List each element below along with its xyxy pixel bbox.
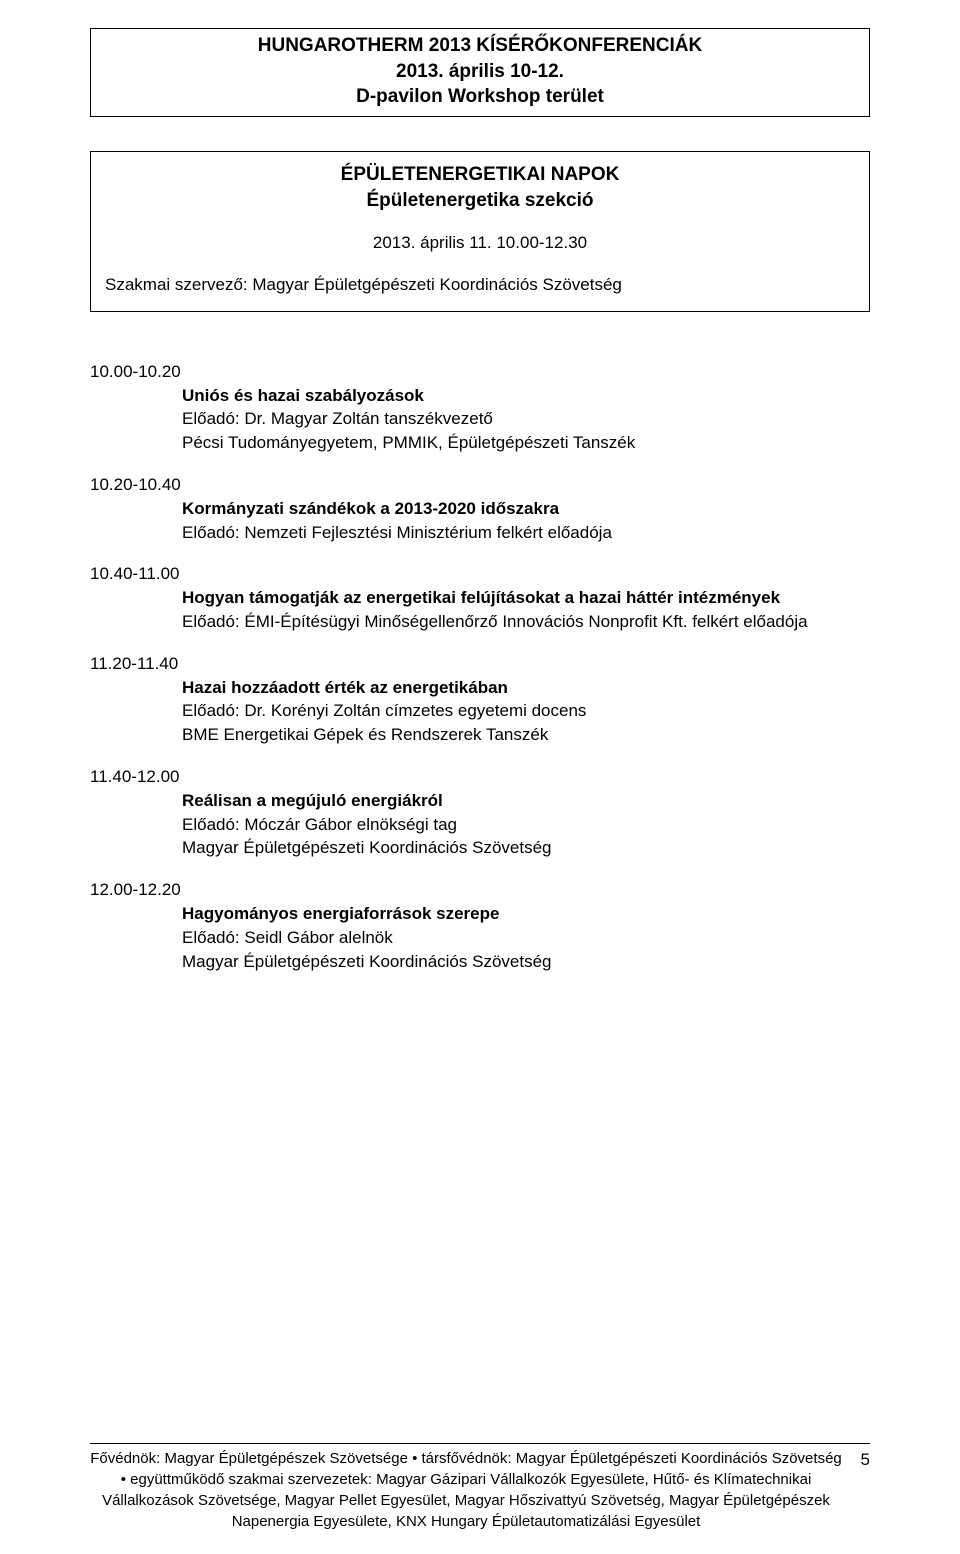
entry-affiliation: Pécsi Tudományegyetem, PMMIK, Épületgépé… bbox=[90, 431, 870, 455]
footer-inner: Fővédnök: Magyar Épületgépészek Szövetsé… bbox=[90, 1448, 870, 1532]
footer-box: Fővédnök: Magyar Épületgépészek Szövetsé… bbox=[90, 1443, 870, 1532]
entry-affiliation: BME Energetikai Gépek és Rendszerek Tans… bbox=[90, 723, 870, 747]
schedule-entry: 12.00-12.20 Hagyományos energiaforrások … bbox=[90, 878, 870, 973]
entry-title: Uniós és hazai szabályozások bbox=[90, 384, 870, 408]
entry-time: 11.20-11.40 bbox=[90, 652, 870, 676]
entry-time: 11.40-12.00 bbox=[90, 765, 870, 789]
schedule-entry: 11.40-12.00 Reálisan a megújuló energiák… bbox=[90, 765, 870, 860]
header-line3: D-pavilon Workshop terület bbox=[99, 84, 861, 110]
schedule-entry: 10.00-10.20 Uniós és hazai szabályozások… bbox=[90, 360, 870, 455]
schedule-entry: 10.40-11.00 Hogyan támogatják az energet… bbox=[90, 562, 870, 633]
entry-presenter: Előadó: ÉMI-Építésügyi Minőségellenőrző … bbox=[90, 610, 870, 634]
header-line1: HUNGAROTHERM 2013 KÍSÉRŐKONFERENCIÁK bbox=[99, 33, 861, 59]
entry-time: 10.00-10.20 bbox=[90, 360, 870, 384]
section-box: ÉPÜLETENERGETIKAI NAPOK Épületenergetika… bbox=[90, 151, 870, 312]
entry-title: Kormányzati szándékok a 2013-2020 idősza… bbox=[90, 497, 870, 521]
entry-title: Reálisan a megújuló energiákról bbox=[90, 789, 870, 813]
section-title2: Épületenergetika szekció bbox=[105, 188, 855, 214]
entry-time: 10.40-11.00 bbox=[90, 562, 870, 586]
entry-presenter: Előadó: Dr. Magyar Zoltán tanszékvezető bbox=[90, 407, 870, 431]
entry-presenter: Előadó: Nemzeti Fejlesztési Minisztérium… bbox=[90, 521, 870, 545]
entry-title: Hazai hozzáadott érték az energetikában bbox=[90, 676, 870, 700]
footer-text: Fővédnök: Magyar Épületgépészek Szövetsé… bbox=[90, 1448, 842, 1532]
entry-presenter: Előadó: Seidl Gábor alelnök bbox=[90, 926, 870, 950]
header-line2: 2013. április 10-12. bbox=[99, 59, 861, 85]
section-title1: ÉPÜLETENERGETIKAI NAPOK bbox=[105, 162, 855, 188]
section-organizer: Szakmai szervező: Magyar Épületgépészeti… bbox=[105, 273, 855, 297]
schedule-entry: 11.20-11.40 Hazai hozzáadott érték az en… bbox=[90, 652, 870, 747]
schedule-entry: 10.20-10.40 Kormányzati szándékok a 2013… bbox=[90, 473, 870, 544]
entry-title: Hogyan támogatják az energetikai felújít… bbox=[90, 586, 870, 610]
entry-affiliation: Magyar Épületgépészeti Koordinációs Szöv… bbox=[90, 836, 870, 860]
entry-time: 10.20-10.40 bbox=[90, 473, 870, 497]
entry-affiliation: Magyar Épületgépészeti Koordinációs Szöv… bbox=[90, 950, 870, 974]
section-date: 2013. április 11. 10.00-12.30 bbox=[105, 231, 855, 255]
entry-title: Hagyományos energiaforrások szerepe bbox=[90, 902, 870, 926]
entry-presenter: Előadó: Móczár Gábor elnökségi tag bbox=[90, 813, 870, 837]
page: HUNGAROTHERM 2013 KÍSÉRŐKONFERENCIÁK 201… bbox=[0, 0, 960, 1554]
entry-presenter: Előadó: Dr. Korényi Zoltán címzetes egye… bbox=[90, 699, 870, 723]
page-number: 5 bbox=[842, 1448, 870, 1472]
header-box: HUNGAROTHERM 2013 KÍSÉRŐKONFERENCIÁK 201… bbox=[90, 28, 870, 117]
schedule: 10.00-10.20 Uniós és hazai szabályozások… bbox=[90, 360, 870, 974]
entry-time: 12.00-12.20 bbox=[90, 878, 870, 902]
